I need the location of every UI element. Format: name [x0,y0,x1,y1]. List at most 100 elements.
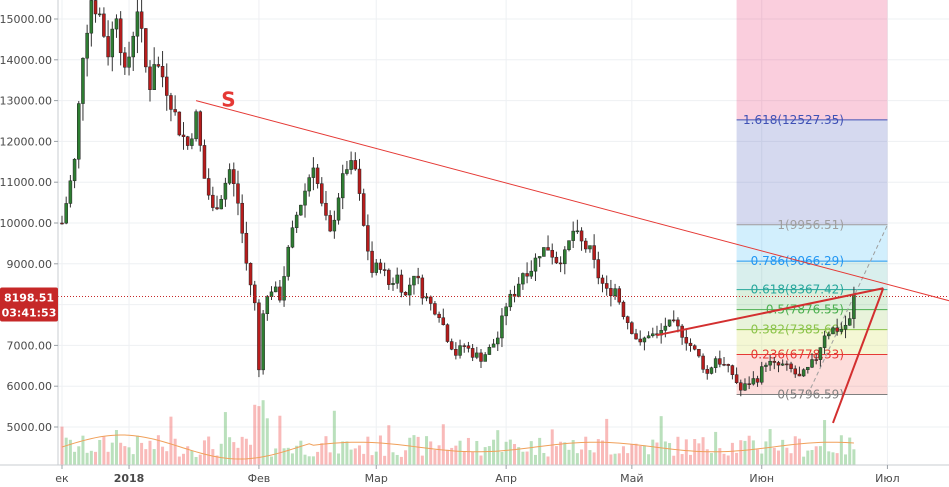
candle-body [433,303,437,315]
candle-body [638,338,642,343]
y-axis: 5000.006000.007000.008000.009000.0010000… [0,0,59,487]
volume-bar [68,439,72,465]
volume-bar [332,410,336,465]
candle-body [278,286,282,301]
volume-bar [533,454,537,465]
volume-bar [290,453,294,465]
candle-body [512,293,517,297]
volume-bar [433,449,437,465]
trendline-triangle-bottom[interactable] [832,287,885,424]
candle-body [85,32,89,59]
candle-body [261,313,265,371]
candle-body [592,245,596,260]
volume-bar [781,439,785,465]
candle-body [437,313,441,318]
candle-body [248,262,253,286]
trendline-resistance[interactable] [195,100,949,344]
volume-bar [148,440,152,465]
volume-bar [240,436,244,465]
candle-body [558,262,563,265]
fib-label-0.5: 0.5(7876.55) [766,303,844,317]
volume-bar [571,440,575,465]
candle-body [600,277,605,284]
candle-body [366,225,370,252]
candle-body [64,203,68,224]
volume-bar [257,406,261,465]
volume-bar [81,435,85,465]
candle-body [646,335,651,339]
candle-body [123,52,127,68]
volume-bar [374,451,378,465]
volume-bars [60,400,856,465]
volume-bar [655,442,659,465]
candle-body [818,347,823,360]
candle-body [185,136,190,146]
x-tick-label: Мар [365,472,388,485]
volume-bar [479,455,483,465]
volume-bar [282,448,286,465]
candle-body [257,302,261,371]
volume-bar [772,447,776,465]
candle-body [814,359,818,361]
volume-bar [546,456,550,465]
candle-body [144,28,148,68]
candle-body [785,363,789,366]
candle-body [630,322,634,334]
volume-bar [584,436,588,465]
candle-body [190,138,194,146]
candle-body [454,349,458,356]
volume-bar [378,435,382,465]
volume-bar [454,445,458,465]
candle-body [324,202,328,216]
fib-label-0.786: 0.786(9066.29) [751,254,844,268]
volume-bar [676,436,680,465]
volume-bar [362,453,366,465]
volume-bar [513,444,517,465]
candle-body [127,56,131,68]
volume-bar [186,446,190,465]
volume-bar [249,444,253,465]
trendlines[interactable] [195,100,949,424]
candle-body [776,362,781,366]
candle-body [412,275,416,286]
volume-bar [223,412,227,465]
volume-bar [785,447,789,465]
candle-body [483,354,487,362]
candle-body [307,177,311,192]
candle-body [152,64,156,90]
volume-bar [119,442,123,465]
volume-bar [806,450,810,465]
volume-bar [596,439,600,465]
trendline-triangle-top[interactable] [656,287,884,337]
fib-label-1.618: 1.618(12527.35) [743,113,844,127]
candle-body [718,358,722,365]
candle-body [458,345,462,356]
candle-body [131,35,135,58]
volume-bar [475,440,479,465]
volume-bar [487,446,491,465]
candle-body [470,348,475,358]
candle-body [701,355,705,370]
candle-body [206,178,211,196]
volume-bar [89,450,93,465]
volume-bar [638,445,642,465]
volume-bar [684,439,688,465]
volume-bar [575,453,579,465]
candle-body [609,288,613,297]
volume-bar [173,438,177,465]
volume-bar [135,435,139,465]
candle-body [110,28,115,58]
y-tick-label: 10000.00 [0,217,52,230]
volume-bar [420,455,424,465]
x-tick-label: Июл [875,472,900,485]
volume-bar [399,456,403,465]
candle-body [303,190,307,206]
candle-body [269,291,274,297]
volume-bar [756,449,760,465]
volume-bar [793,436,797,465]
y-tick-label: 12000.00 [0,135,52,148]
volume-bar [140,442,144,465]
volume-bar [211,449,215,465]
volume-bar [244,438,248,465]
